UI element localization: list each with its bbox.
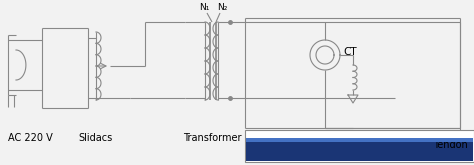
Bar [246,138,473,161]
Text: CT: CT [343,47,356,57]
Text: AC 220 V: AC 220 V [8,133,52,143]
Text: Slidacs: Slidacs [79,133,113,143]
Bar [245,130,474,162]
Text: N₁: N₁ [199,3,209,13]
Text: Tendon: Tendon [433,140,467,150]
Bar [246,138,473,142]
Text: Transformer: Transformer [183,133,241,143]
Text: N₂: N₂ [217,3,227,13]
